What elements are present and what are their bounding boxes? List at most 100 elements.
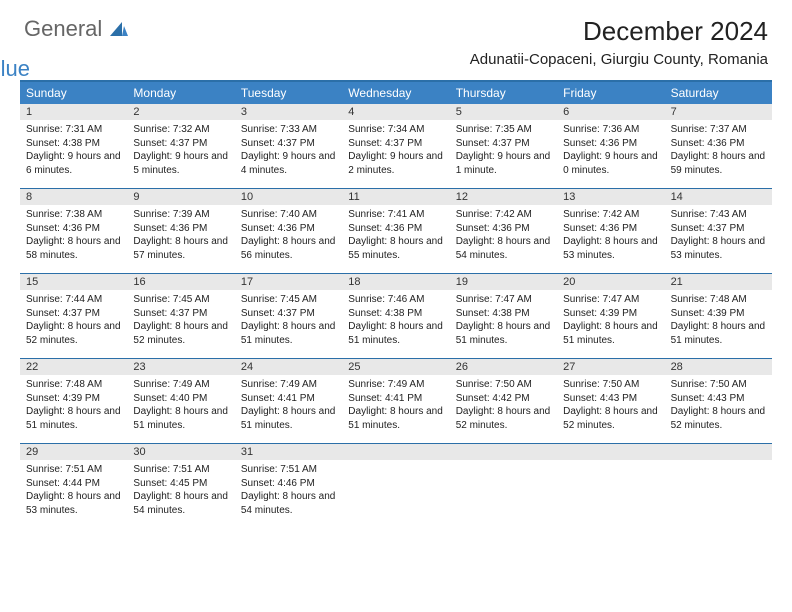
- daylight-text: Daylight: 8 hours and 51 minutes.: [348, 320, 443, 347]
- weeks-container: 1Sunrise: 7:31 AMSunset: 4:38 PMDaylight…: [20, 104, 772, 528]
- day-number: [342, 444, 449, 460]
- sunrise-text: Sunrise: 7:31 AM: [26, 123, 121, 137]
- day-cell: 22Sunrise: 7:48 AMSunset: 4:39 PMDayligh…: [20, 359, 127, 443]
- day-body: Sunrise: 7:32 AMSunset: 4:37 PMDaylight:…: [127, 120, 234, 181]
- sunset-text: Sunset: 4:36 PM: [563, 137, 658, 151]
- daylight-text: Daylight: 9 hours and 1 minute.: [456, 150, 551, 177]
- day-body: Sunrise: 7:45 AMSunset: 4:37 PMDaylight:…: [127, 290, 234, 351]
- day-body: Sunrise: 7:48 AMSunset: 4:39 PMDaylight:…: [665, 290, 772, 351]
- sunset-text: Sunset: 4:37 PM: [26, 307, 121, 321]
- daylight-text: Daylight: 8 hours and 51 minutes.: [241, 405, 336, 432]
- sunset-text: Sunset: 4:37 PM: [348, 137, 443, 151]
- daylight-text: Daylight: 8 hours and 51 minutes.: [456, 320, 551, 347]
- sunrise-text: Sunrise: 7:44 AM: [26, 293, 121, 307]
- day-number: 30: [127, 444, 234, 460]
- day-number: 28: [665, 359, 772, 375]
- day-number: 18: [342, 274, 449, 290]
- daylight-text: Daylight: 8 hours and 51 minutes.: [133, 405, 228, 432]
- sunset-text: Sunset: 4:36 PM: [133, 222, 228, 236]
- day-number: 7: [665, 104, 772, 120]
- sunset-text: Sunset: 4:44 PM: [26, 477, 121, 491]
- day-cell: 14Sunrise: 7:43 AMSunset: 4:37 PMDayligh…: [665, 189, 772, 273]
- day-number: 13: [557, 189, 664, 205]
- week-row: 29Sunrise: 7:51 AMSunset: 4:44 PMDayligh…: [20, 443, 772, 528]
- day-cell: 12Sunrise: 7:42 AMSunset: 4:36 PMDayligh…: [450, 189, 557, 273]
- daylight-text: Daylight: 8 hours and 54 minutes.: [241, 490, 336, 517]
- day-number: [557, 444, 664, 460]
- daylight-text: Daylight: 8 hours and 58 minutes.: [26, 235, 121, 262]
- sunset-text: Sunset: 4:36 PM: [563, 222, 658, 236]
- day-cell: 26Sunrise: 7:50 AMSunset: 4:42 PMDayligh…: [450, 359, 557, 443]
- sunrise-text: Sunrise: 7:32 AM: [133, 123, 228, 137]
- day-number: 5: [450, 104, 557, 120]
- day-body: Sunrise: 7:39 AMSunset: 4:36 PMDaylight:…: [127, 205, 234, 266]
- day-body: Sunrise: 7:41 AMSunset: 4:36 PMDaylight:…: [342, 205, 449, 266]
- day-body: Sunrise: 7:38 AMSunset: 4:36 PMDaylight:…: [20, 205, 127, 266]
- day-number: [450, 444, 557, 460]
- sunset-text: Sunset: 4:43 PM: [563, 392, 658, 406]
- daylight-text: Daylight: 8 hours and 53 minutes.: [26, 490, 121, 517]
- daylight-text: Daylight: 8 hours and 54 minutes.: [133, 490, 228, 517]
- day-cell: 1Sunrise: 7:31 AMSunset: 4:38 PMDaylight…: [20, 104, 127, 188]
- day-cell: 27Sunrise: 7:50 AMSunset: 4:43 PMDayligh…: [557, 359, 664, 443]
- day-number: 10: [235, 189, 342, 205]
- sunrise-text: Sunrise: 7:50 AM: [671, 378, 766, 392]
- day-body: Sunrise: 7:46 AMSunset: 4:38 PMDaylight:…: [342, 290, 449, 351]
- sunrise-text: Sunrise: 7:47 AM: [456, 293, 551, 307]
- day-number: 12: [450, 189, 557, 205]
- sunset-text: Sunset: 4:42 PM: [456, 392, 551, 406]
- day-cell: 4Sunrise: 7:34 AMSunset: 4:37 PMDaylight…: [342, 104, 449, 188]
- day-number: 3: [235, 104, 342, 120]
- day-number: [665, 444, 772, 460]
- day-cell: 25Sunrise: 7:49 AMSunset: 4:41 PMDayligh…: [342, 359, 449, 443]
- sunset-text: Sunset: 4:38 PM: [348, 307, 443, 321]
- day-number: 11: [342, 189, 449, 205]
- sunrise-text: Sunrise: 7:50 AM: [563, 378, 658, 392]
- day-number: 29: [20, 444, 127, 460]
- day-cell: 11Sunrise: 7:41 AMSunset: 4:36 PMDayligh…: [342, 189, 449, 273]
- daylight-text: Daylight: 9 hours and 4 minutes.: [241, 150, 336, 177]
- sunset-text: Sunset: 4:37 PM: [133, 307, 228, 321]
- sunrise-text: Sunrise: 7:42 AM: [456, 208, 551, 222]
- sunrise-text: Sunrise: 7:48 AM: [26, 378, 121, 392]
- sunset-text: Sunset: 4:41 PM: [241, 392, 336, 406]
- day-cell: 2Sunrise: 7:32 AMSunset: 4:37 PMDaylight…: [127, 104, 234, 188]
- title-block: December 2024 Adunatii-Copaceni, Giurgiu…: [470, 16, 768, 68]
- day-cell: [665, 444, 772, 528]
- day-cell: [450, 444, 557, 528]
- sunrise-text: Sunrise: 7:33 AM: [241, 123, 336, 137]
- week-row: 8Sunrise: 7:38 AMSunset: 4:36 PMDaylight…: [20, 188, 772, 273]
- daylight-text: Daylight: 8 hours and 51 minutes.: [26, 405, 121, 432]
- day-cell: 31Sunrise: 7:51 AMSunset: 4:46 PMDayligh…: [235, 444, 342, 528]
- day-cell: 16Sunrise: 7:45 AMSunset: 4:37 PMDayligh…: [127, 274, 234, 358]
- day-cell: 10Sunrise: 7:40 AMSunset: 4:36 PMDayligh…: [235, 189, 342, 273]
- day-body: Sunrise: 7:45 AMSunset: 4:37 PMDaylight:…: [235, 290, 342, 351]
- header: General Blue December 2024 Adunatii-Copa…: [0, 0, 792, 72]
- sunset-text: Sunset: 4:36 PM: [456, 222, 551, 236]
- sunset-text: Sunset: 4:36 PM: [671, 137, 766, 151]
- daylight-text: Daylight: 8 hours and 59 minutes.: [671, 150, 766, 177]
- calendar: Sunday Monday Tuesday Wednesday Thursday…: [20, 80, 772, 528]
- sunrise-text: Sunrise: 7:36 AM: [563, 123, 658, 137]
- sunset-text: Sunset: 4:37 PM: [671, 222, 766, 236]
- day-cell: 19Sunrise: 7:47 AMSunset: 4:38 PMDayligh…: [450, 274, 557, 358]
- day-number: 2: [127, 104, 234, 120]
- day-number: 22: [20, 359, 127, 375]
- daylight-text: Daylight: 8 hours and 53 minutes.: [563, 235, 658, 262]
- sunset-text: Sunset: 4:37 PM: [241, 137, 336, 151]
- daylight-text: Daylight: 8 hours and 53 minutes.: [671, 235, 766, 262]
- dayheader-saturday: Saturday: [665, 82, 772, 104]
- sunset-text: Sunset: 4:37 PM: [456, 137, 551, 151]
- day-cell: 29Sunrise: 7:51 AMSunset: 4:44 PMDayligh…: [20, 444, 127, 528]
- location-text: Adunatii-Copaceni, Giurgiu County, Roman…: [470, 51, 768, 68]
- sunset-text: Sunset: 4:40 PM: [133, 392, 228, 406]
- sunset-text: Sunset: 4:45 PM: [133, 477, 228, 491]
- sunset-text: Sunset: 4:37 PM: [241, 307, 336, 321]
- sunset-text: Sunset: 4:46 PM: [241, 477, 336, 491]
- daylight-text: Daylight: 8 hours and 51 minutes.: [563, 320, 658, 347]
- day-body: Sunrise: 7:31 AMSunset: 4:38 PMDaylight:…: [20, 120, 127, 181]
- dayheader-wednesday: Wednesday: [342, 82, 449, 104]
- day-cell: 6Sunrise: 7:36 AMSunset: 4:36 PMDaylight…: [557, 104, 664, 188]
- day-body: Sunrise: 7:35 AMSunset: 4:37 PMDaylight:…: [450, 120, 557, 181]
- daylight-text: Daylight: 8 hours and 52 minutes.: [456, 405, 551, 432]
